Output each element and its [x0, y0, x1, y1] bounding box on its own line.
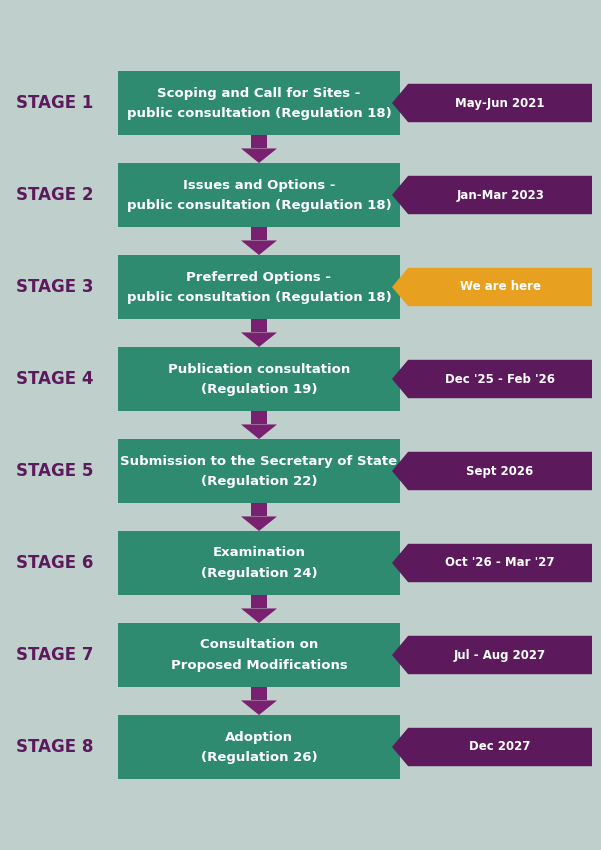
- Polygon shape: [392, 176, 592, 214]
- Text: May-Jun 2021: May-Jun 2021: [456, 97, 545, 110]
- Text: Consultation on: Consultation on: [200, 638, 318, 651]
- Text: Dec 2027: Dec 2027: [469, 740, 531, 753]
- Text: public consultation (Regulation 18): public consultation (Regulation 18): [127, 199, 391, 212]
- Text: Examination: Examination: [213, 547, 305, 559]
- Polygon shape: [118, 71, 400, 135]
- Polygon shape: [118, 715, 400, 779]
- Polygon shape: [118, 255, 400, 319]
- Text: Adoption: Adoption: [225, 730, 293, 744]
- Text: STAGE 3: STAGE 3: [16, 278, 94, 296]
- Polygon shape: [241, 149, 277, 163]
- Polygon shape: [392, 452, 592, 490]
- Polygon shape: [251, 503, 267, 517]
- Polygon shape: [118, 531, 400, 595]
- Text: Dec '25 - Feb '26: Dec '25 - Feb '26: [445, 372, 555, 386]
- Polygon shape: [392, 728, 592, 766]
- Text: Sept 2026: Sept 2026: [466, 464, 534, 478]
- Polygon shape: [392, 84, 592, 122]
- Text: STAGE 8: STAGE 8: [16, 738, 94, 756]
- Text: (Regulation 19): (Regulation 19): [201, 382, 317, 395]
- Polygon shape: [251, 687, 267, 700]
- Polygon shape: [241, 241, 277, 255]
- Polygon shape: [118, 347, 400, 411]
- Text: STAGE 7: STAGE 7: [16, 646, 94, 664]
- Polygon shape: [241, 424, 277, 439]
- Text: (Regulation 24): (Regulation 24): [201, 566, 317, 580]
- Polygon shape: [118, 163, 400, 227]
- Text: Issues and Options -: Issues and Options -: [183, 178, 335, 191]
- Text: public consultation (Regulation 18): public consultation (Regulation 18): [127, 291, 391, 303]
- Text: Proposed Modifications: Proposed Modifications: [171, 659, 347, 672]
- Text: public consultation (Regulation 18): public consultation (Regulation 18): [127, 106, 391, 120]
- Polygon shape: [118, 623, 400, 687]
- Text: Submission to the Secretary of State: Submission to the Secretary of State: [120, 455, 398, 468]
- Polygon shape: [392, 268, 592, 306]
- Text: Jan-Mar 2023: Jan-Mar 2023: [456, 189, 544, 201]
- Text: STAGE 4: STAGE 4: [16, 370, 94, 388]
- Polygon shape: [251, 135, 267, 149]
- Text: Preferred Options -: Preferred Options -: [186, 270, 332, 284]
- Polygon shape: [118, 439, 400, 503]
- Text: Jul - Aug 2027: Jul - Aug 2027: [454, 649, 546, 661]
- Text: Oct '26 - Mar '27: Oct '26 - Mar '27: [445, 557, 555, 570]
- Text: STAGE 1: STAGE 1: [16, 94, 94, 112]
- Polygon shape: [241, 332, 277, 347]
- Polygon shape: [241, 517, 277, 531]
- Text: Publication consultation: Publication consultation: [168, 362, 350, 376]
- Text: STAGE 2: STAGE 2: [16, 186, 94, 204]
- Text: Scoping and Call for Sites -: Scoping and Call for Sites -: [157, 87, 361, 99]
- Polygon shape: [392, 636, 592, 674]
- Polygon shape: [392, 544, 592, 582]
- Text: (Regulation 26): (Regulation 26): [201, 751, 317, 763]
- Polygon shape: [251, 411, 267, 424]
- Polygon shape: [251, 227, 267, 241]
- Polygon shape: [251, 595, 267, 609]
- Polygon shape: [241, 700, 277, 715]
- Polygon shape: [392, 360, 592, 398]
- Text: STAGE 6: STAGE 6: [16, 554, 94, 572]
- Polygon shape: [241, 609, 277, 623]
- Text: STAGE 5: STAGE 5: [16, 462, 94, 480]
- Text: (Regulation 22): (Regulation 22): [201, 474, 317, 488]
- Polygon shape: [251, 319, 267, 332]
- Text: We are here: We are here: [460, 280, 540, 293]
